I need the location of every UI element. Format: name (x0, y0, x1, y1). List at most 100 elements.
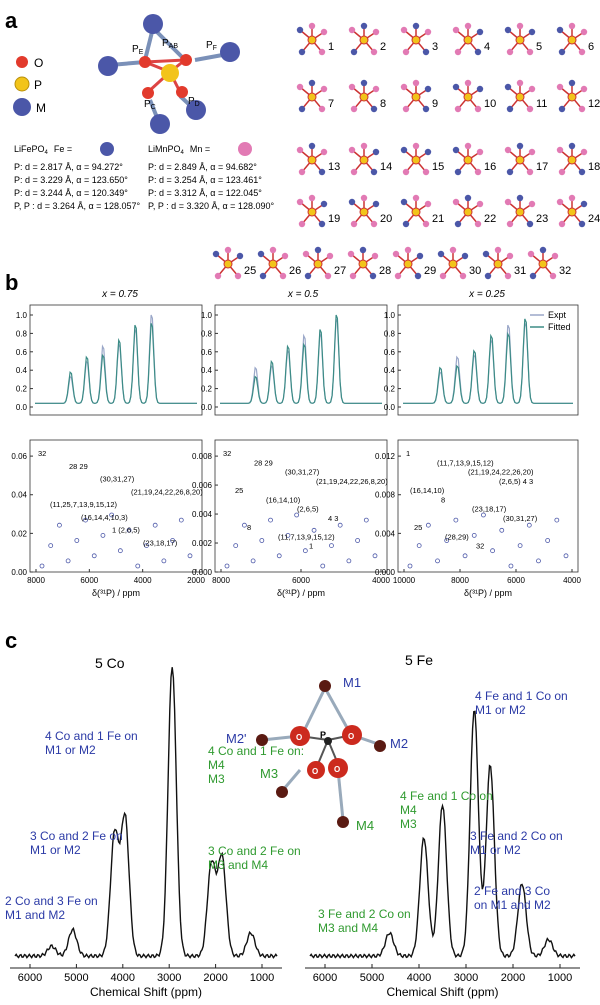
config-label-19: 19 (328, 213, 340, 225)
config-32: 32 (527, 246, 571, 280)
config-22: 22 (452, 194, 496, 228)
c-spectrum-right: 6000 5000 4000 3000 2000 1000 Chemical Shift (… (305, 689, 580, 999)
config-10: 10 (452, 79, 496, 113)
config-label-12: 12 (588, 98, 600, 110)
svg-text:PF: PF (206, 40, 217, 52)
config-26: 26 (257, 246, 301, 280)
b-title-3: x = 0.25 (468, 289, 505, 300)
b-plot-1: 0.0 0.2 0.4 0.6 0.8 1.0 0.00 0.02 0.04 0.06 8000 60… (11, 304, 205, 598)
panel-a: O P M PAB P (13, 14, 600, 280)
c-left-title: 5 Co (95, 655, 125, 671)
config-label-4: 4 (484, 41, 490, 53)
svg-text:O: O (334, 765, 340, 774)
config-label-20: 20 (380, 213, 392, 225)
config-17: 17 (504, 142, 548, 176)
svg-text:3000: 3000 (157, 972, 181, 984)
svg-text:1.0: 1.0 (384, 311, 396, 320)
legend-p: P (34, 78, 42, 92)
svg-text:2000: 2000 (203, 972, 227, 984)
b-annotation-2-2: 28 29 (254, 458, 273, 467)
b-plot-2: 0.0 0.2 0.4 0.6 0.8 1.0 0.000 0.002 0.004 0.006 0.… (192, 304, 390, 598)
config-15: 15 (400, 142, 444, 176)
config-label-17: 17 (536, 161, 548, 173)
legend-m: M (36, 101, 46, 115)
svg-text:4000: 4000 (134, 576, 152, 585)
config-label-5: 5 (536, 41, 542, 53)
c-note-1-1: 4 Co and 1 Fe on M1 or M2 (45, 729, 138, 757)
b-annotation-3-9: 25 (414, 523, 422, 532)
config-label-16: 16 (484, 161, 496, 173)
svg-text:0.0: 0.0 (16, 403, 28, 412)
b-annotation-1-3: (30,31,27) (100, 475, 135, 484)
config-label-2: 2 (380, 41, 386, 53)
config-label-6: 6 (588, 41, 594, 53)
config-7: 7 (296, 79, 334, 113)
config-label-9: 9 (432, 98, 438, 110)
config-label-31: 31 (514, 265, 526, 277)
b-annotation-1-8: (23,18,17) (143, 538, 178, 547)
panel-b: x = 0.75 x = 0.5 x = 0.25 0.00.20.40.60.… (11, 289, 581, 598)
svg-text:0.2: 0.2 (384, 385, 396, 394)
config-13: 13 (296, 142, 340, 176)
svg-text:4000: 4000 (111, 972, 135, 984)
svg-text:0.6: 0.6 (201, 348, 213, 357)
c-spectrum-left: 6000 5000 4000 3000 2000 1000 Chemical Shift (… (5, 667, 304, 999)
c-xlabel-1: Chemical Shift (ppm) (90, 985, 202, 999)
svg-text:Expt: Expt (548, 310, 567, 320)
svg-text:1000: 1000 (548, 972, 572, 984)
config-8: 8 (348, 79, 386, 113)
svg-text:0.2: 0.2 (201, 385, 213, 394)
b-annotation-1-1: 32 (38, 449, 46, 458)
b-plot-3: 0.0 0.2 0.4 0.6 0.8 1.0 0.000 0.004 0.008 0.012 10… (375, 304, 581, 598)
svg-text:6000: 6000 (18, 972, 42, 984)
config-16: 16 (452, 142, 496, 176)
config-label-7: 7 (328, 98, 334, 110)
svg-text:0.4: 0.4 (384, 366, 396, 375)
panel-label-c: c (5, 628, 17, 653)
svg-text:P, P : d = 3.264 Å, α = 128.05: P, P : d = 3.264 Å, α = 128.057° (14, 201, 140, 211)
b-annotation-3-4: (2,6,5) 4 3 (499, 477, 533, 486)
svg-text:P: d = 3.254 Å, α = 123.461°: P: d = 3.254 Å, α = 123.461° (148, 175, 262, 185)
legend-o: O (34, 56, 43, 70)
svg-text:10000: 10000 (393, 576, 416, 585)
c-note-2-5: 3 Fe and 2 Co on M3 and M4 (318, 907, 411, 935)
config-6: 6 (556, 22, 594, 56)
metal-legend-icon (13, 98, 31, 116)
b-annotation-3-1: 1 (406, 449, 410, 458)
svg-text:4000: 4000 (372, 576, 390, 585)
config-label-13: 13 (328, 161, 340, 173)
svg-text:0.8: 0.8 (201, 329, 213, 338)
b-annotation-2-5: 25 (235, 486, 243, 495)
b-annotation-2-4: (21,19,24,22,26,8,20) (316, 477, 388, 486)
config-4: 4 (452, 22, 490, 56)
svg-text:0.4: 0.4 (201, 366, 213, 375)
config-label-21: 21 (432, 213, 444, 225)
b-annotation-1-7: 1 (2,6,5) (112, 526, 140, 535)
svg-text:0.6: 0.6 (384, 348, 396, 357)
svg-text:Fitted: Fitted (548, 322, 571, 332)
b-annotation-2-7: (2,6,5) (297, 505, 319, 514)
b-annotation-3-7: (23,18,17) (472, 505, 507, 514)
config-label-30: 30 (469, 265, 481, 277)
svg-text:M2: M2 (390, 736, 408, 751)
config-25: 25 (212, 246, 256, 280)
svg-text:0.2: 0.2 (16, 385, 28, 394)
config-28: 28 (347, 246, 391, 280)
c-structure: O O O O (256, 680, 386, 828)
config-18: 18 (556, 142, 600, 176)
svg-text:O: O (296, 733, 302, 742)
panel-c: 6000 5000 4000 3000 2000 1000 Chemical Shift (… (5, 652, 580, 999)
svg-text:0.0: 0.0 (384, 403, 396, 412)
svg-text:M1: M1 (343, 675, 361, 690)
config-label-29: 29 (424, 265, 436, 277)
config-1: 1 (296, 22, 334, 56)
b-xlabel-3: δ(³¹P) / ppm (464, 588, 512, 598)
svg-text:P: d = 2.849 Å, α = 94.682°: P: d = 2.849 Å, α = 94.682° (148, 162, 257, 172)
svg-text:3000: 3000 (454, 972, 478, 984)
svg-text:P: d = 3.312 Å, α = 122.045°: P: d = 3.312 Å, α = 122.045° (148, 188, 262, 198)
svg-text:0.06: 0.06 (11, 452, 27, 461)
svg-text:4000: 4000 (407, 972, 431, 984)
svg-text:P: d = 2.817 Å, α = 94.272°: P: d = 2.817 Å, α = 94.272° (14, 162, 123, 172)
config-21: 21 (400, 194, 444, 228)
